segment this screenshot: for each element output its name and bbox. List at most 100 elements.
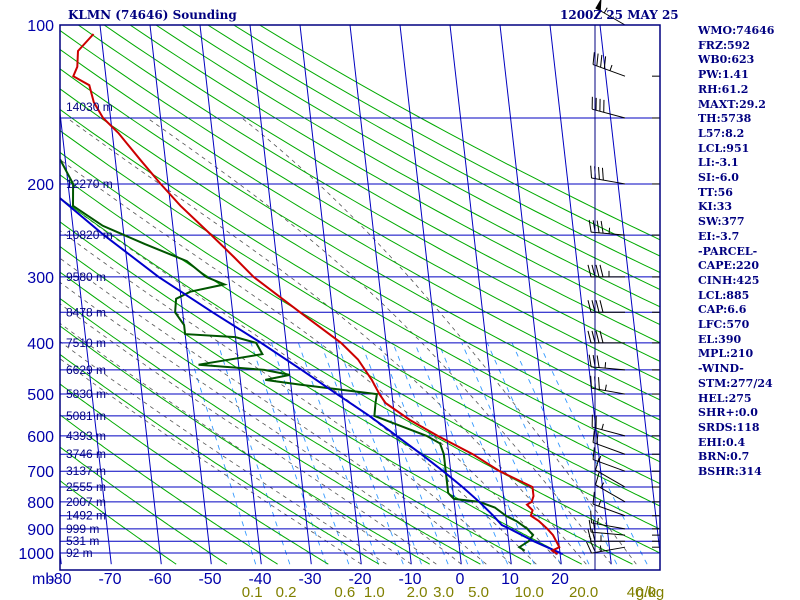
mixing-ratio-label: 1.0 [364,584,385,600]
isotherm-line [349,25,412,565]
wind-barb-staff [592,108,626,119]
isotherm-line [99,25,162,565]
height-label: 12270 m [66,177,113,191]
wind-barb [591,414,660,437]
wind-barb-feather [586,541,592,554]
isotherm-line [0,13,11,564]
wind-barb-feather [598,167,600,180]
wind-barb-feather [592,491,595,505]
wind-barb [590,510,660,530]
height-label: 531 m [66,534,99,548]
wind-barb-staff [595,469,626,488]
mixing-ratio-line [486,342,590,565]
wind-barb-feather [587,330,592,344]
wind-barb [591,96,660,119]
mixing-ratio-line [271,342,350,565]
height-label: 7510 m [66,336,106,350]
wind-barb-half [598,500,602,507]
sounding-index: KI:33 [698,200,733,214]
wind-barb-feather [592,52,595,65]
isotherms [0,13,660,565]
wind-barb-feather [595,458,600,471]
wind-barb [592,491,660,517]
moist-adiabat-line [60,358,362,565]
wind-barb-feather [595,264,600,278]
height-label: 8478 m [66,305,106,319]
dry-adiabat-line [60,245,583,565]
mixing-ratio-label: 5.0 [468,584,489,600]
mixing-ratio-line [414,342,509,565]
isotherm-line [299,25,362,565]
wind-barb-feather [588,354,592,368]
isotherm-line [549,25,612,565]
dry-adiabat-line [60,68,660,421]
temperature-tick-label: -30 [298,571,321,588]
dry-adiabat-line [78,25,660,362]
height-label: 9580 m [66,270,106,284]
isotherm-line [60,108,112,565]
wind-barb [592,52,660,77]
wind-barb-feather [596,220,600,233]
wind-barb-feather [587,264,592,278]
wind-barb-staff [591,177,626,185]
wind-barb-staff [592,426,626,437]
wind-barb-feather [600,54,603,68]
temperature-axis-labels: -80 -70 -60 -50 -40 -30 -20 -10 0 10 20 [48,571,569,588]
wind-barb-feather [596,355,600,368]
wind-barb-feather [603,56,607,69]
dry-adiabat-line [60,325,430,565]
sounding-index: BRN:0.7 [698,450,750,464]
sounding-index: PW:1.41 [698,68,749,82]
sounding-index: CAPE:220 [698,259,759,273]
dry-adiabat-line [60,221,633,565]
wind-barb-staff [592,64,626,77]
dry-adiabat-line [60,480,177,565]
sounding-index: WB0:623 [698,53,755,67]
wind-barb-half [604,384,607,391]
mixing-ratio-label: 0.6 [334,584,355,600]
temperature-tick-label: -60 [148,571,171,588]
wind-barb-feather [600,220,604,234]
dry-adiabat-line [129,25,660,326]
isotherm-line [499,25,562,565]
wind-barb-staff [595,484,626,503]
sounding-index: -WIND- [698,362,744,376]
dry-adiabat-line [60,88,660,442]
isotherm-line [249,25,312,565]
height-label: 4393 m [66,429,106,443]
isotherm-line [399,25,462,565]
dry-adiabat-line [60,414,278,565]
wind-barb-staff [591,531,626,536]
sounding-index: LCL:951 [698,141,750,155]
mixing-ratio-line [461,342,561,565]
sounding-index: SHR+:0.0 [698,406,758,420]
pressure-unit-label: mb [32,571,54,588]
sounding-index: TT:56 [698,185,733,199]
wind-barb-feather [588,519,592,533]
wind-barb-half [598,455,602,462]
wind-barb-feather [592,447,595,460]
wind-barb-feather [590,165,593,179]
wind-barb [590,165,660,185]
pressure-tick-label: 500 [27,387,54,404]
wind-barb-half [599,545,602,552]
wind-barb-half [601,423,604,430]
mixing-ratio-line [336,342,422,565]
pressure-tick-label: 100 [27,18,54,35]
dry-adiabat-line [60,151,660,507]
isotherm-line [199,25,262,565]
mixing-ratio-label: 2.0 [407,584,428,600]
height-label: 2007 m [66,495,106,509]
sounding-index: -PARCEL- [698,244,758,258]
wind-barb-feather [596,431,599,445]
sounding-index: EL:390 [698,332,742,346]
wind-barb-feather [598,377,600,390]
wind-barb-half [604,362,607,369]
wind-barb-staff [591,546,626,554]
pressure-tick-label: 800 [27,495,54,512]
dry-adiabat-line [60,271,532,565]
sounding-index: STM:277/24 [698,376,773,390]
height-label: 1492 m [66,509,106,523]
dry-adiabat-line [60,383,329,565]
wind-barb-feather [599,330,604,344]
